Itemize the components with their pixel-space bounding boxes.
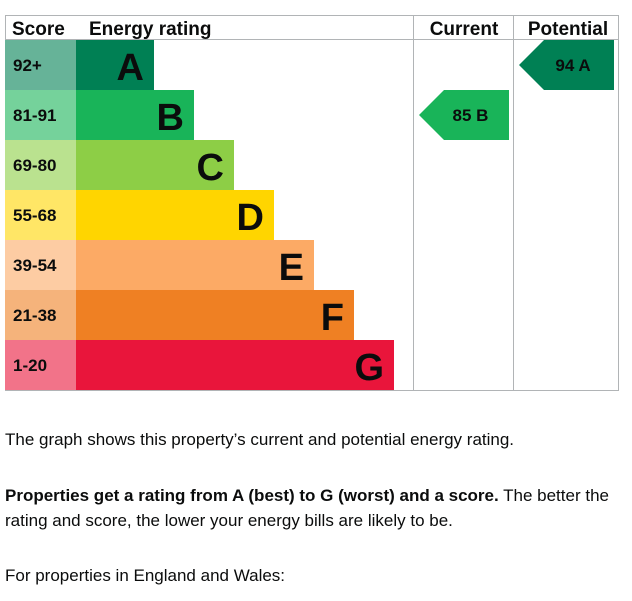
score-range-label: 92+ [13, 56, 42, 75]
potential-rating-label: 94 A [555, 56, 590, 75]
score-range-label: 1-20 [13, 356, 47, 375]
score-cell [5, 90, 76, 140]
band-letter: B [157, 97, 184, 139]
rating-bar [76, 340, 394, 390]
chart-headers: Score Energy rating Current Potential [12, 19, 608, 40]
score-range-label: 39-54 [13, 256, 57, 275]
rating-bar [76, 290, 354, 340]
rating-bar [76, 140, 234, 190]
score-cell [5, 340, 76, 390]
energy-rating-chart: 92+ A81-91 B69-80 C55-68 D39-54 E21-38 F1-20 G … [5, 15, 619, 391]
score-range-label: 69-80 [13, 156, 56, 175]
chart-grid [5, 15, 619, 391]
score-cell [5, 140, 76, 190]
band-b: 81-91 B [5, 90, 194, 140]
score-cell [5, 240, 76, 290]
band-d: 55-68 D [5, 190, 274, 240]
band-letter: E [279, 247, 304, 289]
current-rating: 85 B [419, 90, 509, 140]
band-a: 92+ A [5, 40, 154, 90]
score-range-label: 81-91 [13, 106, 56, 125]
score-cell [5, 40, 76, 90]
score-cell [5, 190, 76, 240]
band-letter: C [197, 147, 224, 189]
rating-bar [76, 240, 314, 290]
description-line: The graph shows this property’s current … [5, 430, 515, 449]
band-c: 69-80 C [5, 140, 234, 190]
band-letter: F [321, 297, 344, 339]
score-cell [5, 290, 76, 340]
rating-bands: 92+ A 81-91 B 69-80 C 55-68 D 39-54 E 21-38 F 1-20 G [5, 40, 394, 390]
band-f: 21-38 F [5, 290, 354, 340]
rating-bar [76, 190, 274, 240]
rating-explanation: Properties get a rating from A (best) to… [5, 483, 625, 533]
header-potential: Potential [528, 19, 608, 40]
rating-explanation-rest: The better the rating and score, the low… [5, 486, 609, 530]
band-letter: G [354, 347, 384, 389]
score-range-label: 21-38 [13, 306, 56, 325]
header-score: Score [12, 19, 65, 40]
current-rating-label: 85 B [453, 106, 489, 125]
band-e: 39-54 E [5, 240, 314, 290]
region-note: For properties in England and Wales: [5, 566, 286, 585]
rating-markers: 85 B 94 A [419, 40, 614, 140]
header-current: Current [430, 19, 499, 40]
header-energy-rating: Energy rating [89, 19, 211, 40]
potential-rating-arrow [519, 40, 614, 90]
band-g: 1-20 G [5, 340, 394, 390]
band-letter: A [117, 47, 144, 89]
rating-explanation-bold: Properties get a rating from A (best) to… [5, 486, 499, 505]
rating-bar [76, 90, 194, 140]
rating-bar [76, 40, 154, 90]
score-range-label: 55-68 [13, 206, 56, 225]
potential-rating: 94 A [519, 40, 614, 90]
current-rating-arrow [419, 90, 509, 140]
band-letter: D [237, 197, 264, 239]
